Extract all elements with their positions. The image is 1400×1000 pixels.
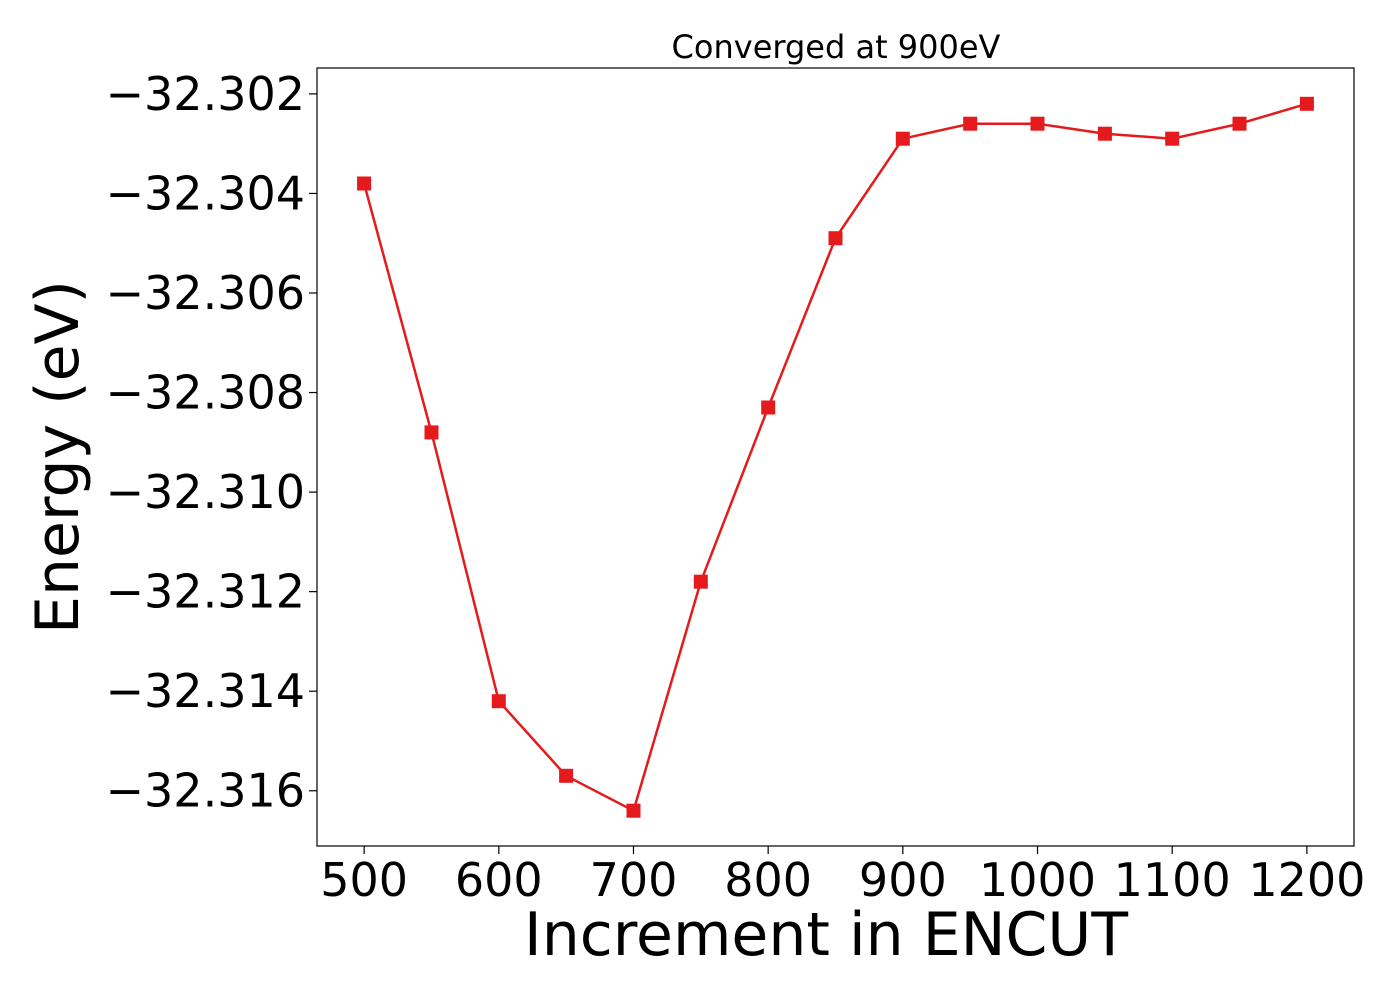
y-tick-label: −32.304	[106, 166, 306, 220]
x-axis-label: Increment in ENCUT	[524, 900, 1128, 970]
data-point-marker	[424, 425, 439, 440]
data-point-marker	[1165, 131, 1180, 146]
data-point-marker	[491, 694, 506, 709]
x-tick-label: 1000	[979, 853, 1096, 907]
series-layer	[357, 96, 1314, 818]
plot-area	[316, 67, 1355, 847]
data-point-marker	[357, 176, 372, 191]
chart-title: Converged at 900eV	[672, 28, 1001, 66]
data-point-marker	[693, 574, 708, 589]
y-axis-ticks: −32.302 −32.304 −32.306 −32.308 −32.310 −32.3…	[106, 67, 317, 818]
x-tick-label: 900	[859, 853, 947, 907]
data-point-marker	[1030, 116, 1045, 131]
y-axis-label: Energy (eV)	[23, 280, 93, 634]
x-tick-label: 1200	[1248, 853, 1365, 907]
y-tick-label: −32.310	[106, 465, 306, 519]
x-tick-label: 500	[320, 853, 408, 907]
x-tick-label: 1100	[1114, 853, 1231, 907]
data-point-marker	[559, 768, 574, 783]
y-tick-label: −32.302	[106, 67, 306, 121]
data-point-marker	[895, 131, 910, 146]
x-axis-ticks: 500 600 700 800 900 1000 1100 1200	[320, 846, 1365, 907]
y-tick-label: −32.314	[106, 664, 306, 718]
y-tick-label: −32.312	[106, 565, 306, 619]
data-point-marker	[963, 116, 978, 131]
data-point-marker	[828, 231, 843, 246]
x-tick-label: 600	[455, 853, 543, 907]
data-point-marker	[761, 400, 776, 415]
data-point-marker	[1232, 116, 1247, 131]
data-point-marker	[626, 803, 641, 818]
x-tick-label: 800	[724, 853, 812, 907]
y-tick-label: −32.316	[106, 764, 306, 818]
data-point-marker	[1299, 96, 1314, 111]
x-tick-label: 700	[590, 853, 678, 907]
y-tick-label: −32.306	[106, 266, 306, 320]
y-tick-label: −32.308	[106, 366, 306, 420]
data-point-marker	[1097, 126, 1112, 141]
